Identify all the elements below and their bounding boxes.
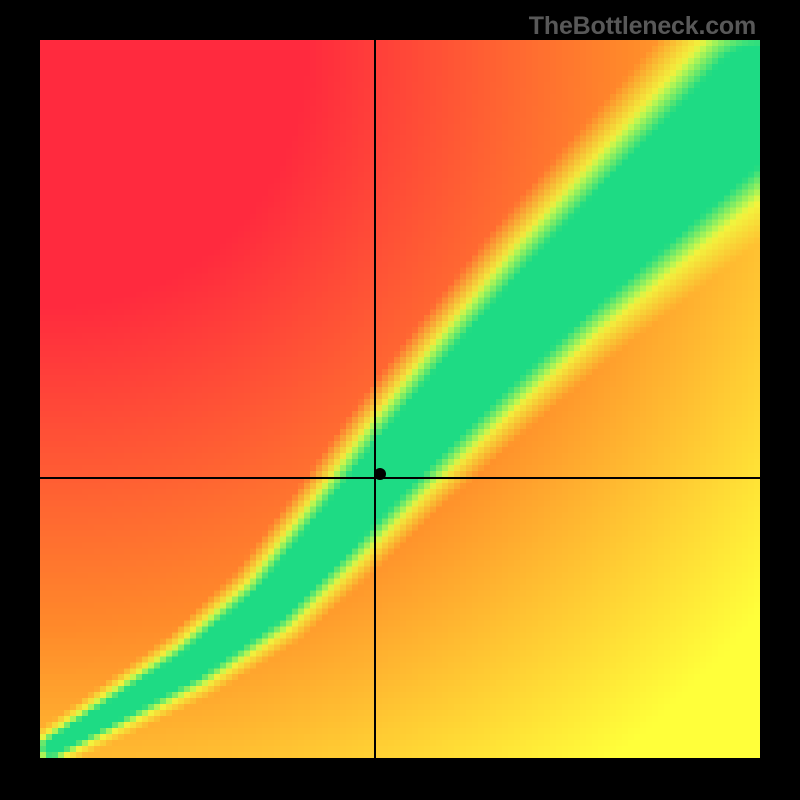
crosshair-vertical [374, 40, 376, 758]
crosshair-horizontal [40, 477, 760, 479]
selection-marker [374, 468, 386, 480]
plot-frame [40, 40, 760, 758]
bottleneck-heatmap [40, 40, 760, 758]
watermark-text: TheBottleneck.com [529, 12, 756, 41]
